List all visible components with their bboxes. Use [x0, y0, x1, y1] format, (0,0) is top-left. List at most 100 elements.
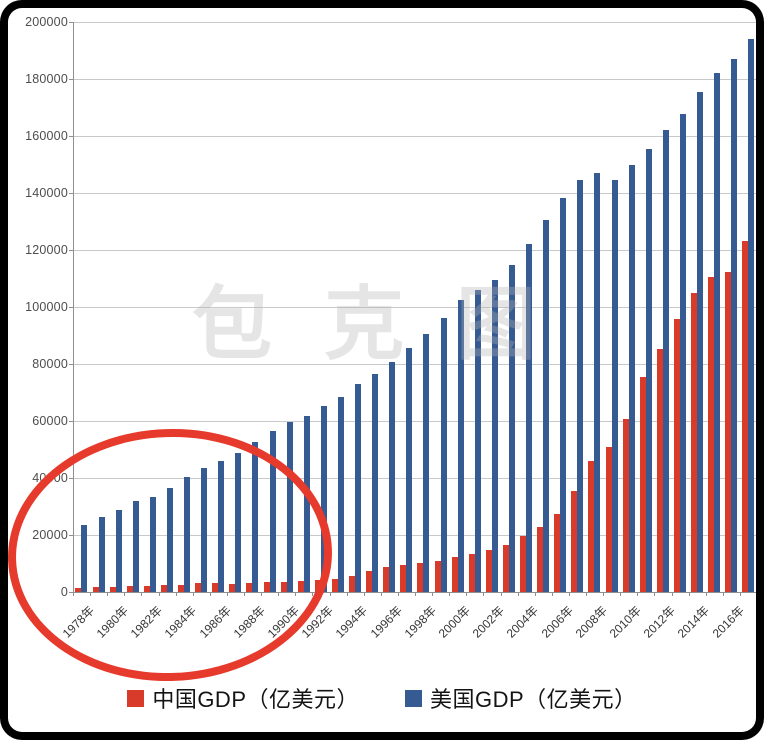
bar-usa-2010 [628, 164, 635, 592]
x-tick [175, 592, 177, 596]
bar-china-1984 [178, 584, 184, 592]
y-axis-label-120000: 120000 [25, 243, 68, 257]
x-tick [295, 592, 297, 596]
bar-china-1983 [160, 585, 167, 592]
bar-usa-1978 [81, 524, 88, 592]
bar-usa-1992 [320, 406, 327, 592]
gridline-40000 [73, 478, 756, 479]
y-tick-200000 [69, 22, 73, 23]
bar-usa-2013 [679, 113, 686, 592]
bar-usa-2007 [577, 180, 584, 592]
bar-china-2011 [639, 376, 646, 592]
x-axis-label-2010年: 2010年 [606, 603, 645, 641]
gridline-120000 [73, 250, 756, 251]
x-tick [415, 592, 416, 596]
x-tick [500, 592, 502, 596]
x-tick [688, 592, 690, 596]
bar-china-2014 [691, 293, 697, 592]
bar-china-1988 [246, 583, 253, 592]
bar-usa-2017 [748, 39, 755, 592]
usa-legend-swatch [405, 689, 422, 707]
bar-china-1986 [212, 583, 219, 592]
x-axis-label-2016年: 2016年 [709, 603, 747, 641]
x-tick [141, 592, 143, 596]
bar-china-2002 [485, 550, 492, 592]
bar-china-2005 [537, 526, 544, 592]
bar-china-2003 [502, 544, 509, 592]
bar-china-2017 [742, 241, 749, 592]
chart-canvas: 包克图 0 20000 40000 60000 80000 100000 120000 140… [8, 8, 756, 732]
x-tick [637, 592, 639, 596]
bar-usa-1985 [201, 468, 208, 592]
y-tick-180000 [69, 79, 73, 80]
gridline-20000 [73, 535, 756, 536]
x-axis-label-2002年: 2002年 [470, 603, 508, 641]
bar-usa-1979 [98, 516, 105, 592]
bar-usa-2001 [474, 290, 481, 592]
legend-item-usa: 美国GDP（亿美元） [405, 682, 637, 714]
y-tick-160000 [69, 136, 73, 137]
gridline-140000 [73, 193, 756, 194]
x-tick [517, 592, 519, 596]
bar-usa-1980 [115, 510, 122, 592]
x-tick [380, 592, 382, 596]
bar-china-1998 [417, 562, 424, 592]
bar-usa-1990 [286, 422, 293, 592]
bar-china-2015 [708, 276, 715, 592]
x-tick [722, 592, 724, 596]
bar-usa-2005 [543, 220, 550, 592]
x-tick [192, 592, 194, 596]
y-tick-120000 [69, 250, 73, 251]
bar-china-1982 [143, 586, 150, 592]
bar-china-1997 [400, 564, 407, 592]
bar-china-1991 [297, 581, 304, 592]
x-tick [466, 592, 468, 596]
x-tick [209, 592, 211, 596]
bar-usa-1991 [303, 416, 310, 592]
gridline-100000 [73, 307, 756, 308]
china-legend-label: 中国GDP（亿美元） [152, 687, 359, 712]
bar-china-1979 [92, 586, 99, 592]
bar-china-2010 [622, 418, 629, 592]
bar-usa-1996 [389, 361, 396, 592]
y-tick-60000 [69, 421, 73, 422]
x-tick [483, 592, 485, 596]
x-tick [603, 592, 605, 596]
x-tick [124, 592, 126, 596]
x-tick [346, 592, 348, 596]
bar-china-2008 [588, 461, 595, 592]
bar-china-2007 [571, 490, 578, 592]
bar-usa-1999 [440, 317, 447, 592]
bar-china-2009 [605, 446, 612, 592]
y-axis-label-40000: 40000 [32, 471, 68, 485]
gridline-80000 [73, 364, 756, 365]
bar-usa-1982 [149, 496, 156, 592]
x-tick [654, 592, 656, 596]
x-axis-label-2000年: 2000年 [435, 603, 474, 641]
bar-usa-2014 [697, 92, 703, 592]
y-axis-label-180000: 180000 [25, 72, 68, 86]
bar-china-2006 [554, 513, 561, 592]
legend: 中国GDP（亿美元） 美国GDP（亿美元） [8, 682, 756, 714]
bar-usa-1984 [184, 476, 190, 592]
x-tick [449, 592, 451, 596]
x-tick [568, 592, 570, 596]
x-tick [551, 592, 553, 596]
x-axis-label-2006年: 2006年 [538, 603, 576, 641]
y-axis-line [73, 22, 74, 592]
x-tick [107, 592, 109, 596]
x-tick [397, 592, 399, 596]
plot-area: 包克图 0 20000 40000 60000 80000 100000 120000 140… [8, 8, 756, 732]
bar-china-2001 [468, 553, 475, 592]
x-axis-label-1994年: 1994年 [333, 603, 371, 641]
bar-usa-1993 [337, 396, 344, 592]
bar-usa-2002 [491, 280, 498, 592]
bar-china-2012 [656, 348, 663, 592]
usa-legend-label: 美国GDP（亿美元） [430, 687, 637, 712]
x-axis-label-2012年: 2012年 [641, 603, 679, 641]
x-tick [671, 592, 673, 596]
gridline-160000 [73, 136, 756, 137]
bar-china-1989 [263, 582, 270, 592]
bar-usa-2003 [508, 265, 515, 592]
